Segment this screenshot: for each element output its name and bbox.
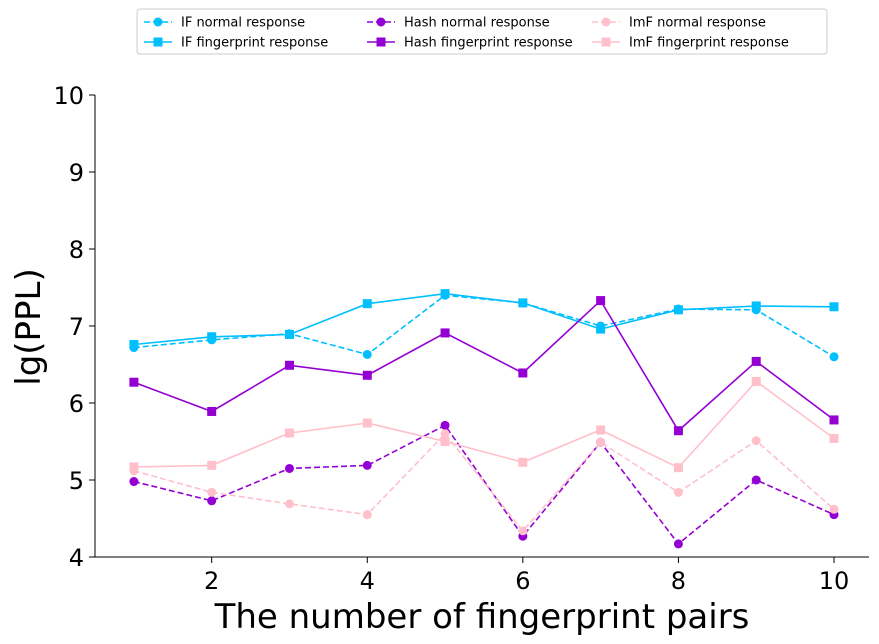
data-point [284, 428, 294, 438]
series-4 [129, 296, 839, 436]
data-point [440, 289, 450, 299]
data-point [284, 463, 294, 473]
series-line [133, 424, 835, 546]
data-point [362, 460, 372, 470]
data-point [362, 370, 372, 380]
x-tick-label: 10 [819, 567, 850, 595]
y-tick-label: 5 [69, 467, 84, 495]
data-point [596, 296, 606, 306]
legend-entry-label: Hash fingerprint response [404, 36, 573, 51]
data-point [440, 437, 450, 446]
x-tick-label: 2 [204, 567, 219, 595]
legend-entry-label: ImF fingerprint response [629, 36, 789, 51]
data-point [673, 305, 683, 315]
data-point [362, 299, 372, 309]
x-tick-label: 8 [671, 567, 686, 595]
y-tick-label: 8 [69, 236, 84, 264]
legend-entry-label: ImF normal response [629, 16, 766, 31]
data-point [673, 487, 683, 497]
data-point [518, 368, 528, 378]
data-point [751, 301, 761, 311]
data-point [829, 352, 839, 362]
data-point [751, 436, 761, 446]
series-2 [129, 289, 839, 349]
data-point [829, 433, 839, 443]
series-line [133, 380, 835, 469]
data-point [362, 418, 372, 428]
series-line [133, 294, 835, 358]
data-point [207, 406, 217, 416]
data-point [751, 356, 761, 366]
data-point [362, 510, 372, 520]
y-tick-label: 6 [69, 390, 84, 418]
data-point [129, 377, 139, 387]
y-tick-label: 4 [69, 544, 84, 572]
x-tick-label: 6 [515, 567, 530, 595]
legend-entry-label: IF normal response [181, 16, 305, 31]
data-point [129, 462, 139, 472]
data-point [362, 349, 372, 359]
legend-swatch-marker [601, 17, 611, 27]
data-point [207, 332, 217, 342]
data-point [596, 437, 606, 447]
series-line [133, 292, 835, 346]
data-point [284, 329, 294, 339]
data-point [129, 477, 139, 487]
legend: IF normal response IF fingerprint respons… [136, 8, 828, 55]
plot-area [129, 289, 839, 549]
data-point [829, 504, 839, 514]
data-point [829, 415, 839, 425]
data-point [129, 339, 139, 349]
data-point [829, 302, 839, 312]
data-point [751, 475, 761, 485]
data-point [673, 463, 683, 473]
data-point [207, 460, 217, 470]
legend-entry-label: Hash normal response [404, 16, 550, 31]
data-point [751, 376, 761, 386]
series-5 [129, 429, 839, 536]
y-axis-label: lg(PPL) [9, 268, 49, 386]
data-point [440, 429, 450, 439]
legend-swatch-marker [153, 17, 163, 27]
series-6 [129, 376, 839, 473]
data-point [207, 496, 217, 506]
y-tick-label: 7 [69, 313, 84, 341]
legend-swatch-marker [376, 17, 386, 27]
data-point [518, 457, 528, 467]
legend-entry-label: IF fingerprint response [181, 36, 328, 51]
data-point [440, 328, 450, 338]
legend-swatch-marker [601, 37, 611, 47]
data-point [596, 324, 606, 334]
legend-box [136, 8, 828, 55]
data-point [207, 487, 217, 497]
axes: 2 4 6 8 10 4 5 6 7 8 9 10 [53, 82, 869, 595]
data-point [518, 526, 528, 536]
data-point [673, 539, 683, 549]
data-point [440, 420, 450, 430]
data-point [673, 426, 683, 436]
series-1 [129, 290, 839, 362]
x-axis-label: The number of fingerprint pairs [214, 597, 750, 637]
x-tick-label: 4 [360, 567, 375, 595]
series-3 [129, 420, 839, 549]
legend-swatch-marker [153, 37, 163, 47]
data-point [284, 360, 294, 370]
data-point [284, 499, 294, 509]
y-tick-label: 9 [69, 159, 84, 187]
data-point [596, 425, 606, 435]
series-line [133, 432, 835, 533]
y-tick-label: 10 [53, 82, 84, 110]
data-point [518, 298, 528, 308]
series-line [133, 299, 835, 432]
legend-swatch-marker [376, 37, 386, 47]
